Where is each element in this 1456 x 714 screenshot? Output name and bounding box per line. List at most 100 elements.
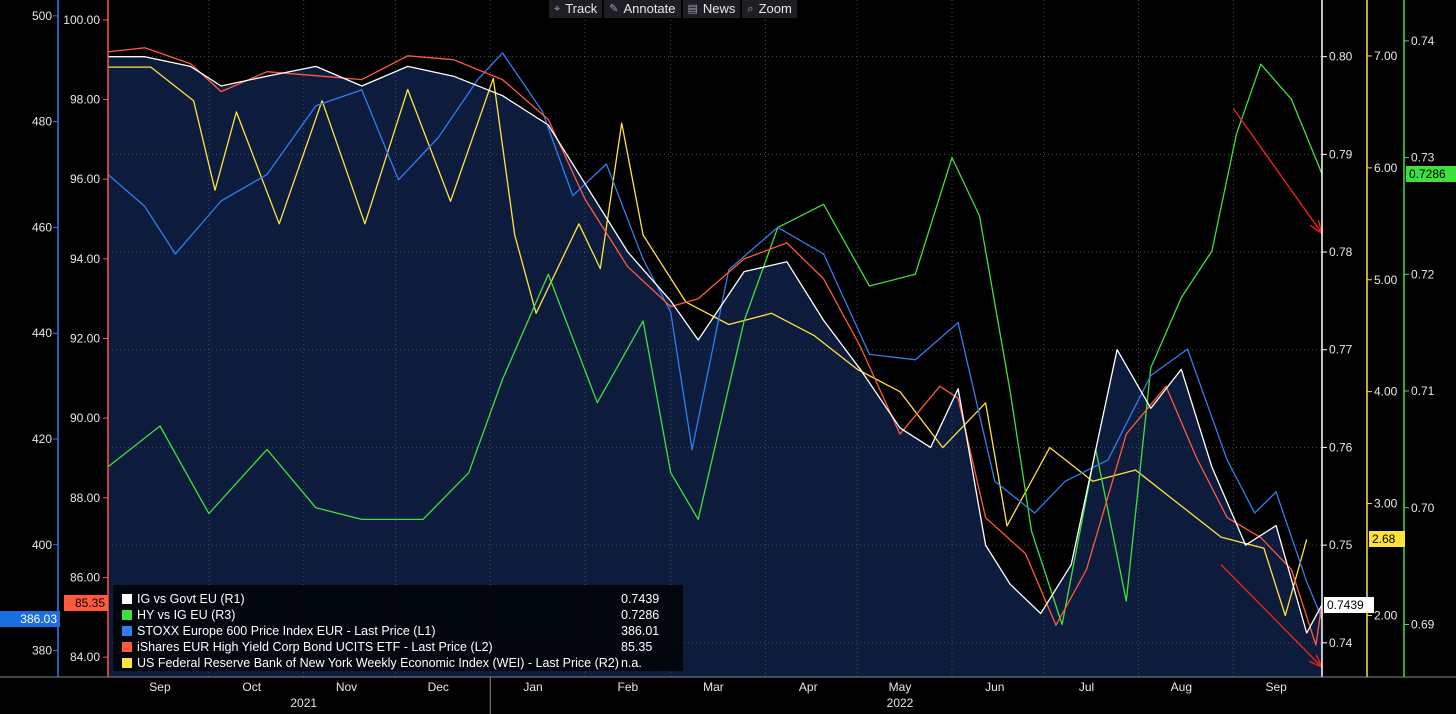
toolbar-annotate-button[interactable]: ✎ Annotate — [604, 0, 681, 18]
l1-tick-label: 500 — [32, 9, 52, 23]
r1-tick-label: 0.79 — [1329, 147, 1353, 161]
r2-tick-label: 4.00 — [1374, 385, 1398, 399]
legend-swatch — [122, 626, 132, 636]
series-layer — [107, 47, 1323, 646]
legend-entry[interactable]: HY vs IG EU (R3) 0.7286 — [113, 607, 683, 623]
legend-label: HY vs IG EU (R3) — [137, 608, 236, 622]
l2-tick-label: 88.00 — [70, 491, 100, 505]
l2-tick-label: 86.00 — [70, 570, 100, 584]
r2-tick-label: 3.00 — [1374, 497, 1398, 511]
x-month-label: Jun — [985, 680, 1004, 694]
r1-tick-label: 0.76 — [1329, 440, 1353, 454]
l2-tick-label: 94.00 — [70, 252, 100, 266]
r3-tick-label: 0.74 — [1411, 34, 1435, 48]
series-line — [107, 52, 1323, 619]
x-month-label: Jan — [523, 680, 542, 694]
l2-tick-label: 98.00 — [70, 93, 100, 107]
toolbar-button-label: Zoom — [758, 1, 792, 16]
legend: IG vs Govt EU (R1) 0.7439 HY vs IG EU (R3)… — [113, 585, 683, 671]
l2-tick-label: 84.00 — [70, 650, 100, 664]
x-year-label: 2022 — [887, 696, 914, 710]
grid-layer — [108, 0, 1322, 677]
l1-tick-label: 400 — [32, 538, 52, 552]
x-month-label: Sep — [149, 680, 171, 694]
annotation-arrow — [1220, 564, 1323, 668]
legend-swatch — [122, 594, 132, 604]
l2-last-value-tag: 85.35 — [64, 595, 108, 612]
r3-tick-label: 0.72 — [1411, 267, 1435, 281]
legend-swatch — [122, 610, 132, 620]
l1-tick-label: 480 — [32, 115, 52, 129]
legend-value: 85.35 — [621, 640, 653, 654]
series-line — [107, 47, 1323, 646]
toolbar-zoom-button[interactable]: ⌕ Zoom — [742, 0, 797, 18]
legend-swatch — [122, 658, 132, 668]
r3-tick-label: 0.70 — [1411, 501, 1435, 515]
pencil-icon: ✎ — [609, 3, 619, 15]
r2-last-value-tag: 2.68 — [1369, 531, 1405, 548]
x-month-label: Dec — [428, 680, 449, 694]
legend-value: 0.7439 — [621, 592, 660, 606]
x-month-label: Apr — [799, 680, 818, 694]
legend-entry[interactable]: US Federal Reserve Bank of New York Week… — [113, 655, 683, 671]
x-month-label: Sep — [1265, 680, 1287, 694]
r2-tick-label: 5.00 — [1374, 273, 1398, 287]
series-line — [107, 63, 1323, 626]
legend-entry[interactable]: IG vs Govt EU (R1) 0.7439 — [113, 591, 683, 607]
legend-entry[interactable]: STOXX Europe 600 Price Index EUR - Last … — [113, 623, 683, 639]
magnifier-icon: ⌕ — [747, 3, 754, 15]
r3-last-value-tag: 0.7286 — [1406, 165, 1456, 182]
x-month-label: Jul — [1079, 680, 1094, 694]
r3-tick-label: 0.71 — [1411, 384, 1435, 398]
toolbar-track-button[interactable]: ⌖ Track — [549, 0, 603, 18]
r1-tick-label: 0.75 — [1329, 538, 1353, 552]
x-month-label: Aug — [1171, 680, 1192, 694]
legend-label: iShares EUR High Yield Corp Bond UCITS E… — [137, 640, 493, 654]
r2-tick-label: 6.00 — [1374, 161, 1398, 175]
news-icon: ▤ — [687, 3, 698, 15]
l2-tick-label: 90.00 — [70, 411, 100, 425]
r3-tick-label: 0.73 — [1411, 151, 1435, 165]
legend-value: n.a. — [621, 656, 642, 670]
l1-tick-label: 420 — [32, 432, 52, 446]
toolbar-news-button[interactable]: ▤ News — [682, 0, 741, 18]
x-month-label: Mar — [703, 680, 724, 694]
legend-label: IG vs Govt EU (R1) — [137, 592, 245, 606]
r1-tick-label: 0.77 — [1329, 343, 1353, 357]
l1-tick-label: 380 — [32, 644, 52, 658]
r3-tick-label: 0.69 — [1411, 617, 1435, 631]
legend-value: 0.7286 — [621, 608, 660, 622]
crosshair-icon: ⌖ — [554, 3, 561, 15]
l1-tick-label: 440 — [32, 326, 52, 340]
l1-last-value-tag: 386.03 — [0, 610, 60, 627]
r1-last-value-tag: 0.7439 — [1324, 596, 1374, 613]
x-month-label: Feb — [618, 680, 639, 694]
chart-toolbar: ⌖ Track ✎ Annotate ▤ News ⌕ Zoom — [549, 0, 797, 18]
series-line — [108, 56, 1323, 634]
r1-tick-label: 0.74 — [1329, 636, 1353, 650]
toolbar-button-label: Track — [565, 1, 598, 16]
l2-tick-label: 100.00 — [63, 13, 100, 27]
x-month-label: Nov — [336, 680, 357, 694]
r1-tick-label: 0.80 — [1329, 50, 1353, 64]
legend-value: 386.01 — [621, 624, 660, 638]
x-year-label: 2021 — [290, 696, 317, 710]
x-month-label: Oct — [242, 680, 261, 694]
ig-area-fill — [108, 56, 1322, 677]
l2-tick-label: 96.00 — [70, 172, 100, 186]
area-layer — [108, 56, 1322, 677]
r2-tick-label: 7.00 — [1374, 49, 1398, 63]
r1-tick-label: 0.78 — [1329, 245, 1353, 259]
legend-entry[interactable]: iShares EUR High Yield Corp Bond UCITS E… — [113, 639, 683, 655]
legend-label: US Federal Reserve Bank of New York Week… — [137, 656, 619, 670]
x-month-label: May — [889, 680, 912, 694]
toolbar-button-label: Annotate — [623, 1, 676, 16]
l1-tick-label: 460 — [32, 220, 52, 234]
legend-label: STOXX Europe 600 Price Index EUR - Last … — [137, 624, 436, 638]
legend-swatch — [122, 642, 132, 652]
annotation-arrow — [1232, 108, 1323, 234]
r2-tick-label: 2.00 — [1374, 608, 1398, 622]
l2-tick-label: 92.00 — [70, 332, 100, 346]
